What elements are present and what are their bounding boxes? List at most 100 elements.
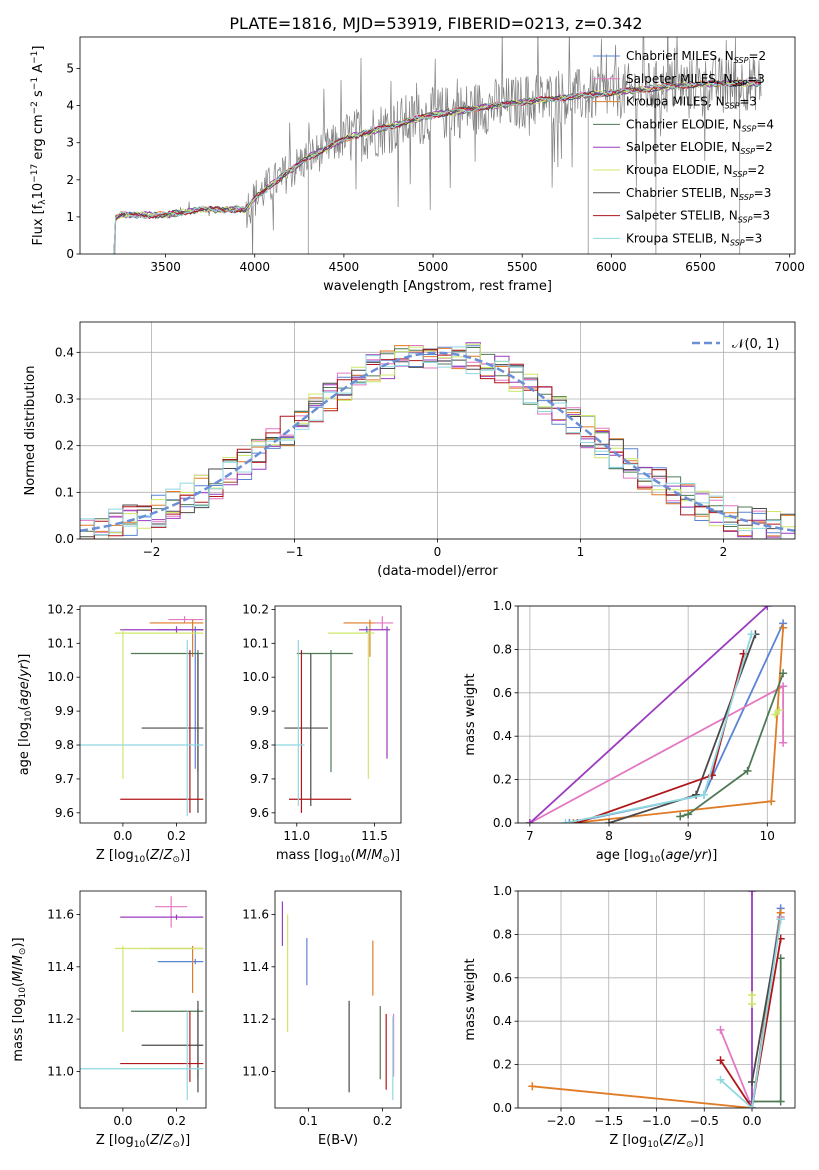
legend-suffix: =3: [739, 95, 757, 109]
y-tick-label: 0.2: [493, 1058, 512, 1072]
axes-frame: [79, 321, 796, 540]
legend-text: Chabrier STELIB, N: [626, 186, 739, 200]
x-axis-label: E(B-V): [318, 1133, 358, 1148]
x-axis-label: Z [log10(Z/Z⊙)]: [96, 1133, 190, 1150]
y-axis-label: age [log10(age/yr)]: [17, 654, 34, 776]
y-tick-label: 0: [66, 247, 74, 261]
y-tick-label: 1: [66, 210, 74, 224]
x-tick-label: 8: [605, 829, 613, 843]
legend-text: Salpeter ELODIE, N: [626, 140, 740, 154]
legend-subscript: SSP: [742, 124, 757, 133]
weight-marker: [779, 682, 788, 691]
plot-area-residuals: [80, 342, 795, 539]
y-tick-label: 11.0: [47, 1064, 74, 1078]
y-axis-label: mass weight: [463, 673, 478, 755]
y-tick-label: 9.7: [55, 772, 74, 786]
axes-mass-vs-Z: 0.0 0.2 11.0 11.2 11.4 11.6 Z [log10(Z/Z⊙)] mas…: [11, 890, 207, 1150]
weight-marker: [779, 623, 788, 632]
legend-text: Kroupa STELIB, N: [626, 231, 730, 245]
x-tick-label: 0.2: [167, 1114, 186, 1128]
weight-line-chabrier-miles: [569, 623, 784, 823]
x-tick-label: 10: [760, 829, 775, 843]
x-tick-label: 6500: [685, 260, 716, 274]
legend-text: Chabrier MILES, N: [626, 49, 734, 63]
y-tick-label: 9.6: [55, 806, 74, 820]
legend-subscript: SSP: [740, 147, 755, 156]
x-tick-label: 0: [434, 545, 442, 559]
axes-frame: [79, 890, 207, 1109]
y-tick-label: 9.7: [250, 772, 269, 786]
y-tick-label: 2: [66, 173, 74, 187]
weight-marker: [716, 1025, 725, 1034]
histogram-kroupa-stelib: [80, 346, 795, 539]
weight-marker: [525, 819, 534, 823]
model-fit-salpeter-stelib: [112, 80, 762, 254]
x-tick-label: −1.5: [594, 1114, 623, 1128]
x-tick-label: 0.0: [742, 1114, 761, 1128]
x-tick-label: 11.5: [361, 829, 388, 843]
y-axis-label: mass weight: [463, 958, 478, 1040]
y-tick-label: 0.1: [55, 485, 74, 499]
x-tick-label: 4000: [239, 260, 270, 274]
legend-label: Kroupa STELIB, NSSP=3: [626, 231, 762, 247]
weight-marker: [748, 1104, 757, 1108]
legend-suffix: =3: [754, 186, 772, 200]
x-tick-label: 3500: [150, 260, 181, 274]
weight-line-kroupa-stelib: [719, 919, 782, 1108]
y-axis-label: Flux [fλ10−17 erg cm−2 s−1 A−1]: [30, 46, 48, 246]
axes-frame: [274, 605, 402, 824]
x-tick-label: 9: [684, 829, 692, 843]
axes-mass-weight-vs-age: 7 8 9 10 0.0 0.2 0.4 0.6 0.8 1.0 age [log10(age/yr…: [463, 599, 796, 865]
x-axis-label: Z [log10(Z/Z⊙)]: [96, 848, 190, 865]
y-tick-label: 10.2: [242, 602, 269, 616]
legend-label: Salpeter ELODIE, NSSP=2: [626, 140, 773, 156]
y-tick-label: 0.4: [55, 345, 74, 359]
legend-suffix: =3: [747, 72, 765, 86]
x-tick-label: 0.0: [113, 829, 132, 843]
legend-suffix: =3: [752, 209, 770, 223]
y-tick-label: 9.8: [55, 738, 74, 752]
legend-label: 𝒩(0, 1): [732, 337, 779, 352]
y-tick-label: 1.0: [493, 599, 512, 613]
normal-reference-curve: [80, 351, 795, 533]
axes-age-vs-mass: 11.0 11.5 9.6 9.7 9.8 9.9 10.0 10.1 10.2 mass [lo…: [242, 602, 402, 865]
y-tick-label: 0.4: [493, 729, 512, 743]
axes-residuals: −2 −1 0 1 2 0.0 0.1 0.2 0.3 0.4 𝒩(0, 1) (data-model…: [23, 321, 796, 579]
y-tick-label: 9.8: [250, 738, 269, 752]
axes-frame: [274, 890, 402, 1109]
x-tick-label: 7000: [774, 260, 805, 274]
x-tick-label: −1.0: [642, 1114, 671, 1128]
x-tick-label: 0.2: [167, 829, 186, 843]
weight-marker: [676, 812, 685, 821]
x-tick-label: −1: [286, 545, 304, 559]
y-tick-label: 10.1: [242, 636, 269, 650]
y-tick-label: 11.6: [47, 908, 74, 922]
y-tick-label: 0.0: [55, 532, 74, 546]
weight-marker: [561, 819, 570, 823]
weight-marker: [748, 1077, 757, 1086]
y-tick-label: 3: [66, 136, 74, 150]
legend-subscript: SSP: [738, 216, 753, 225]
weight-line-salpeter-miles: [719, 916, 782, 1108]
y-tick-label: 10.0: [242, 670, 269, 684]
x-axis-label: (data-model)/error: [377, 564, 498, 579]
x-tick-label: −0.5: [690, 1114, 719, 1128]
y-tick-label: 9.6: [250, 806, 269, 820]
weight-marker: [775, 706, 784, 715]
y-tick-label: 11.2: [242, 1012, 269, 1026]
plot-area-mass-vs-Z: [80, 896, 204, 1101]
legend-label: Kroupa ELODIE, NSSP=2: [626, 163, 765, 179]
legend-text: Salpeter MILES, N: [626, 72, 733, 86]
figure-title: PLATE=1816, MJD=53919, FIBERID=0213, z=0…: [229, 14, 642, 33]
y-tick-label: 0.8: [493, 927, 512, 941]
legend-subscript: SSP: [739, 193, 754, 202]
weight-marker: [569, 819, 578, 823]
weight-line-salpeter-stelib: [719, 938, 782, 1108]
weight-marker: [771, 710, 780, 719]
axes-age-vs-Z: 0.0 0.2 9.6 9.7 9.8 9.9 10.0 10.1 10.2 Z [log10(Z…: [17, 602, 207, 865]
x-tick-label: 5500: [507, 260, 538, 274]
x-axis-label: mass [log10(M/M⊙)]: [276, 848, 400, 865]
weight-marker: [747, 630, 756, 639]
y-tick-label: 0.0: [493, 1101, 512, 1115]
plot-area-age-vs-mass: [275, 616, 394, 813]
